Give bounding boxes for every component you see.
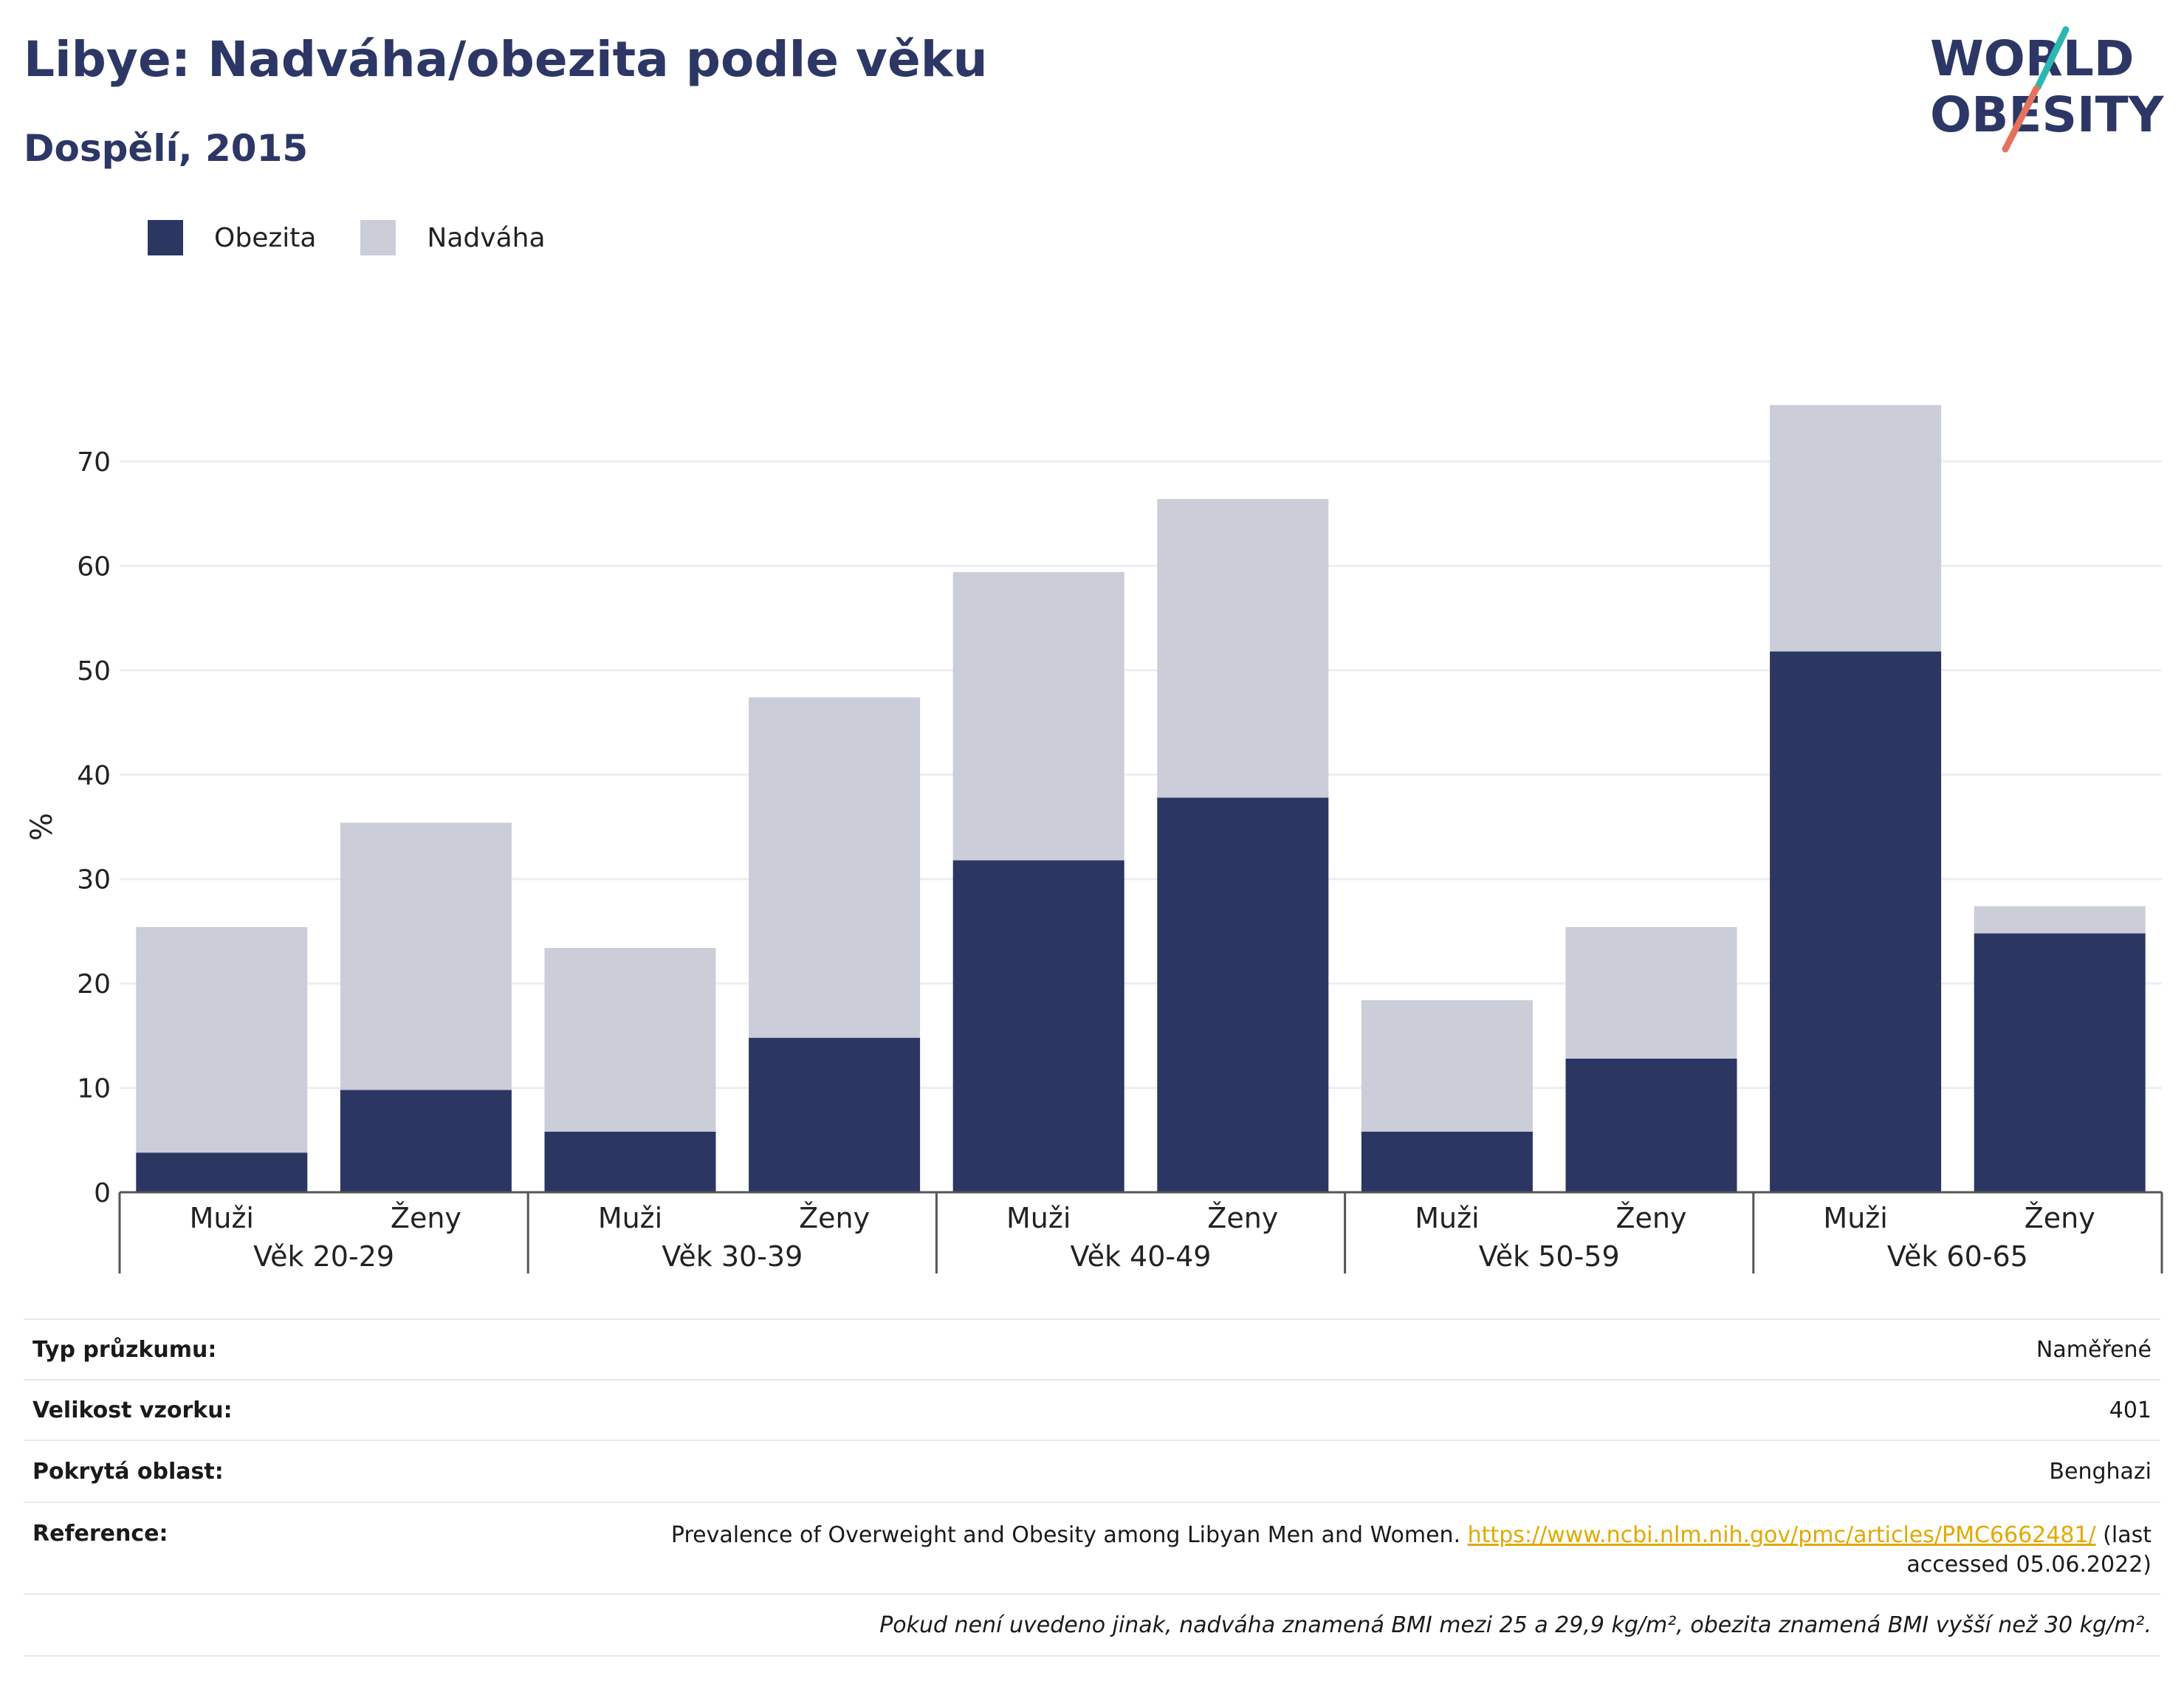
legend-swatch-obezita: [148, 220, 183, 255]
bar-obezita: [340, 1090, 512, 1192]
x-tick-label: Muži: [190, 1202, 254, 1234]
bar-obezita: [1565, 1058, 1737, 1192]
group-label: Věk 40-49: [1071, 1240, 1212, 1273]
x-tick-label: Ženy: [1616, 1202, 1687, 1234]
logo-word-obesity: OBESITY: [1930, 86, 2165, 143]
y-tick-label: 0: [94, 1178, 111, 1208]
world-obesity-logo: WORLD OBESITY: [1930, 26, 2165, 153]
y-tick-label: 10: [77, 1074, 111, 1104]
reference-value: Prevalence of Overweight and Obesity amo…: [671, 1521, 2152, 1593]
group-label: Věk 20-29: [253, 1240, 394, 1273]
x-tick-label: Muži: [1415, 1202, 1479, 1234]
x-tick-label: Ženy: [391, 1202, 461, 1234]
bar-nadvaha: [1157, 498, 1329, 798]
bar-nadvaha: [340, 822, 512, 1090]
group-label: Věk 50-59: [1479, 1240, 1620, 1273]
x-tick-label: Ženy: [2025, 1202, 2095, 1234]
y-axis-label: %: [25, 813, 59, 841]
legend-swatch-nadvaha: [360, 220, 396, 255]
bar-obezita: [1770, 651, 1942, 1192]
bar-obezita: [1361, 1131, 1533, 1192]
info-row-area: Pokrytá oblast: Benghazi: [24, 1441, 2160, 1503]
bar-nadvaha: [1770, 405, 1942, 652]
bar-obezita: [749, 1037, 921, 1192]
bar-nadvaha: [749, 697, 921, 1038]
y-tick-label: 60: [77, 551, 111, 582]
group-label: Věk 60-65: [1887, 1240, 2028, 1273]
x-tick-label: Muži: [598, 1202, 662, 1234]
info-key: Pokrytá oblast:: [32, 1458, 224, 1485]
info-row-reference: Reference: Prevalence of Overweight and …: [24, 1503, 2160, 1595]
reference-link[interactable]: https://www.ncbi.nlm.nih.gov/pmc/article…: [1467, 1522, 2096, 1548]
page-title: Libye: Nadváha/obezita podle věku: [24, 31, 988, 88]
stacked-bar-chart: 0 10 20 30 40 50 60 70% Muži Ženy Muži Ženy Muži Ženy…: [25, 405, 2163, 1273]
y-tick-label: 50: [77, 656, 111, 687]
bar-nadvaha: [1361, 1000, 1533, 1132]
info-key: Typ průzkumu:: [32, 1336, 217, 1363]
info-row-note: Pokud není uvedeno jinak, nadváha znamen…: [24, 1595, 2160, 1657]
group-label: Věk 30-39: [662, 1240, 803, 1273]
x-tick-label: Muži: [1823, 1202, 1887, 1234]
page-subtitle: Dospělí, 2015: [24, 127, 309, 170]
info-value: Benghazi: [2049, 1458, 2152, 1485]
info-value: 401: [2109, 1397, 2152, 1423]
info-row-survey-type: Typ průzkumu: Naměřené: [24, 1318, 2160, 1381]
info-value: Naměřené: [2036, 1336, 2152, 1363]
logo-slash-teal: [2034, 26, 2070, 91]
bar-nadvaha: [1974, 906, 2146, 934]
reference-accessed: accessed 05.06.2022): [1906, 1552, 2152, 1578]
bar-nadvaha: [1565, 926, 1737, 1059]
legend-label-obezita: Obezita: [214, 222, 317, 253]
reference-suffix: (last: [2103, 1522, 2152, 1548]
y-tick-label: 40: [77, 760, 111, 791]
chart-legend: Obezita Nadváha: [148, 220, 590, 255]
bar-obezita: [544, 1131, 716, 1192]
x-tick-label: Ženy: [1207, 1202, 1278, 1234]
definition-note: Pokud není uvedeno jinak, nadváha znamen…: [879, 1612, 2152, 1638]
bar-obezita: [952, 860, 1124, 1192]
x-tick-label: Ženy: [799, 1202, 870, 1234]
bar-obezita: [136, 1152, 308, 1192]
bar-nadvaha: [544, 948, 716, 1132]
y-tick-label: 30: [77, 865, 111, 895]
info-row-sample-size: Velikost vzorku: 401: [24, 1381, 2160, 1441]
bar-obezita: [1974, 933, 2146, 1192]
bar-nadvaha: [136, 926, 308, 1153]
logo-word-world: WORLD: [1930, 30, 2135, 87]
bar-obezita: [1157, 797, 1329, 1192]
x-tick-label: Muži: [1006, 1202, 1071, 1234]
logo-slash-coral: [2002, 85, 2040, 153]
y-tick-label: 70: [77, 447, 111, 478]
bar-nadvaha: [952, 571, 1124, 861]
reference-text: Prevalence of Overweight and Obesity amo…: [670, 1522, 1461, 1548]
info-key: Reference:: [32, 1521, 168, 1547]
legend-label-nadvaha: Nadváha: [427, 222, 546, 253]
y-tick-label: 20: [77, 969, 111, 1000]
info-key: Velikost vzorku:: [32, 1397, 233, 1423]
survey-info-table: Typ průzkumu: Naměřené Velikost vzorku: …: [24, 1318, 2160, 1657]
